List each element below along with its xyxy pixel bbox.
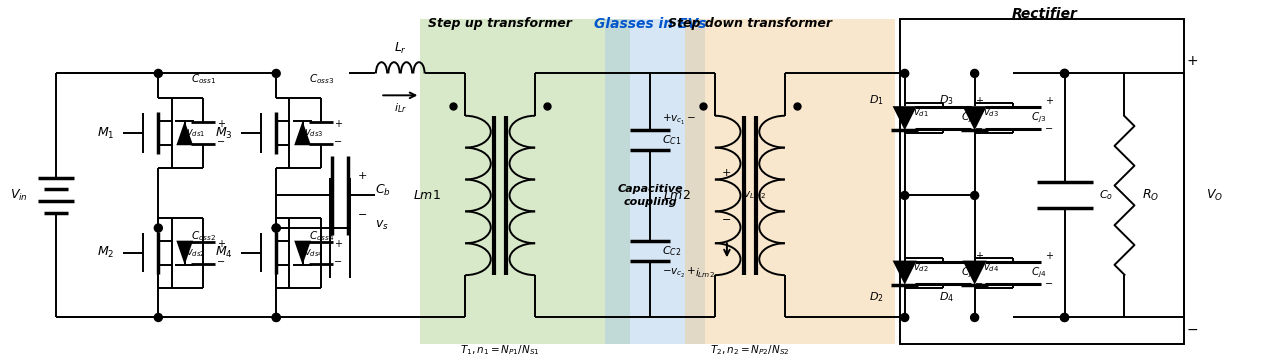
Text: $i_{Lr}$: $i_{Lr}$ (394, 101, 407, 115)
Text: $C_{C1}$: $C_{C1}$ (662, 133, 681, 147)
Text: −: − (1044, 278, 1052, 289)
Text: $C_{j2}$: $C_{j2}$ (961, 265, 975, 280)
Circle shape (1061, 69, 1069, 77)
Text: −: − (216, 257, 225, 267)
Text: $D_1$: $D_1$ (869, 93, 884, 107)
Text: $M_1$: $M_1$ (97, 126, 114, 141)
Text: $v_{Lm2}$: $v_{Lm2}$ (742, 189, 765, 201)
Text: +: + (1187, 54, 1198, 69)
Text: $C_{oss2}$: $C_{oss2}$ (191, 230, 216, 244)
Text: $M_2$: $M_2$ (97, 245, 114, 260)
Text: −: − (974, 124, 983, 134)
Text: $V_O$: $V_O$ (1206, 188, 1224, 203)
Bar (900, 19, 1184, 344)
Text: $+ v_{c_1} -$: $+ v_{c_1} -$ (662, 113, 696, 127)
Text: $v_s$: $v_s$ (375, 219, 389, 232)
Text: $C_{j4}$: $C_{j4}$ (1030, 265, 1046, 280)
Text: $C_b$: $C_b$ (375, 183, 392, 198)
Polygon shape (963, 106, 987, 130)
Text: +: + (974, 96, 983, 106)
Circle shape (901, 191, 909, 199)
Bar (685, 19, 895, 344)
Text: $v_{ds3}$: $v_{ds3}$ (303, 127, 323, 139)
Text: $C_{j1}$: $C_{j1}$ (961, 111, 975, 126)
Bar (420, 19, 630, 344)
Polygon shape (963, 261, 987, 285)
Text: $v_{d3}$: $v_{d3}$ (983, 107, 998, 119)
Text: $D_2$: $D_2$ (869, 290, 884, 304)
Polygon shape (294, 241, 311, 265)
Text: $v_{ds2}$: $v_{ds2}$ (186, 247, 205, 258)
Text: $C_{oss4}$: $C_{oss4}$ (308, 230, 334, 244)
Circle shape (1061, 314, 1069, 322)
Text: −: − (334, 257, 343, 267)
Polygon shape (294, 121, 311, 145)
Text: $T_1, n_1=N_{P1}/N_{S1}$: $T_1, n_1=N_{P1}/N_{S1}$ (461, 343, 540, 357)
Circle shape (155, 314, 163, 322)
Text: $v_{ds1}$: $v_{ds1}$ (186, 127, 205, 139)
Circle shape (273, 224, 280, 232)
Text: −: − (357, 211, 367, 220)
Text: $D_4$: $D_4$ (940, 290, 954, 304)
Text: −: − (722, 215, 732, 225)
Circle shape (1061, 69, 1069, 77)
Circle shape (273, 224, 280, 232)
Text: $v_{ds4}$: $v_{ds4}$ (303, 247, 324, 258)
Text: +: + (334, 239, 343, 249)
Text: $V_{in}$: $V_{in}$ (10, 188, 28, 203)
Text: $C_{C2}$: $C_{C2}$ (662, 244, 681, 258)
Text: $M_4$: $M_4$ (215, 245, 233, 260)
Text: $M_3$: $M_3$ (215, 126, 232, 141)
Text: +: + (1044, 251, 1052, 261)
Text: Capacitive
coupling: Capacitive coupling (617, 184, 682, 207)
Text: −: − (334, 137, 343, 147)
Circle shape (901, 314, 909, 322)
Circle shape (970, 314, 979, 322)
Text: +: + (216, 119, 224, 129)
Text: Rectifier: Rectifier (1011, 7, 1078, 21)
Text: +: + (1044, 96, 1052, 106)
Text: +: + (334, 119, 343, 129)
Text: Step up transformer: Step up transformer (429, 17, 572, 30)
Polygon shape (177, 241, 193, 265)
Circle shape (970, 69, 979, 77)
Text: −: − (1187, 322, 1198, 337)
Text: $- v_{c_2} +$: $- v_{c_2} +$ (662, 266, 696, 280)
Polygon shape (177, 121, 193, 145)
Text: $Lm2$: $Lm2$ (663, 189, 691, 202)
Text: +: + (722, 167, 732, 178)
Circle shape (155, 224, 163, 232)
Text: $D_3$: $D_3$ (940, 93, 954, 107)
Text: $C_{oss1}$: $C_{oss1}$ (191, 72, 216, 86)
Text: $C_{j3}$: $C_{j3}$ (1030, 111, 1046, 126)
Text: −: − (1044, 124, 1052, 134)
Text: Glasses in EVs: Glasses in EVs (594, 17, 707, 30)
Text: +: + (357, 171, 367, 180)
Text: $T_2, n_2=N_{P2}/N_{S2}$: $T_2, n_2=N_{P2}/N_{S2}$ (710, 343, 790, 357)
Text: $i_{Lm2}$: $i_{Lm2}$ (695, 266, 714, 280)
Text: +: + (974, 251, 983, 261)
Text: Step down transformer: Step down transformer (668, 17, 832, 30)
Text: $C_o$: $C_o$ (1098, 188, 1112, 202)
Circle shape (1061, 314, 1069, 322)
Text: +: + (216, 239, 224, 249)
Text: −: − (216, 137, 225, 147)
Text: $v_{d1}$: $v_{d1}$ (913, 107, 928, 119)
Bar (605, 19, 705, 344)
Polygon shape (892, 106, 916, 130)
Polygon shape (892, 261, 916, 285)
Circle shape (273, 314, 280, 322)
Circle shape (273, 314, 280, 322)
Circle shape (970, 191, 979, 199)
Circle shape (901, 69, 909, 77)
Text: $Lm1$: $Lm1$ (413, 189, 442, 202)
Text: −: − (974, 278, 983, 289)
Text: $v_{d2}$: $v_{d2}$ (913, 262, 928, 274)
Text: $L_r$: $L_r$ (394, 41, 407, 56)
Circle shape (273, 69, 280, 77)
Text: $R_O$: $R_O$ (1143, 188, 1160, 203)
Text: $v_{d4}$: $v_{d4}$ (983, 262, 998, 274)
Text: $C_{oss3}$: $C_{oss3}$ (308, 72, 334, 86)
Circle shape (155, 69, 163, 77)
